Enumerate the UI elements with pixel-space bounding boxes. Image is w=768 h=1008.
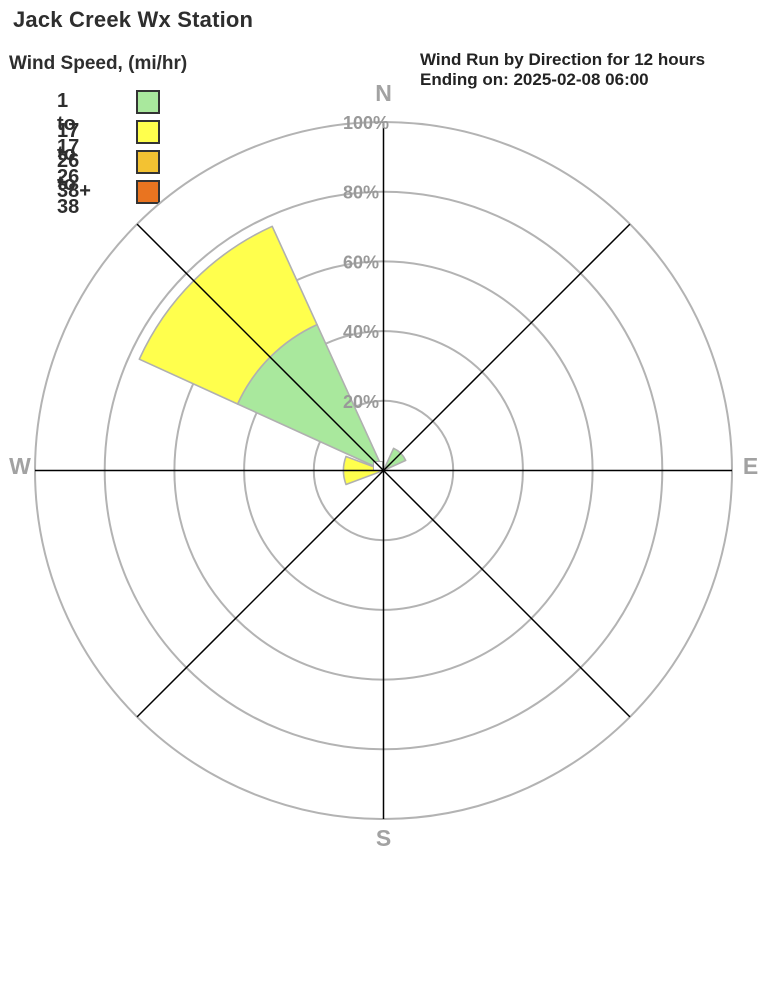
compass-label-south: S [376,825,391,851]
compass-label-north: N [375,80,392,106]
ring-label-20: 20% [343,392,379,412]
ring-label-60: 60% [343,252,379,272]
legend-swatch-38-plus [136,180,160,204]
legend-title: Wind Speed, (mi/hr) [9,53,188,74]
legend-swatch-1-to-17 [136,90,160,114]
legend-label: 38+ [57,180,91,202]
legend-label: 17 to 26 [57,120,80,188]
page-title: Jack Creek Wx Station [13,7,254,32]
chart-title: Wind Run by Direction for 12 hours Endin… [420,50,705,90]
ring-label-80: 80% [343,183,379,203]
legend-swatch-26-to-38 [136,150,160,174]
legend-swatch-17-to-26 [136,120,160,144]
chart-title-line1: Wind Run by Direction for 12 hours [420,50,706,69]
legend-label: 1 to 17 [57,90,80,158]
axis-ne-sw [136,223,631,718]
chart-title-line2: Ending on: 2025-02-08 06:00 [420,70,649,89]
legend-label: 26 to 38 [57,150,80,218]
ring-label-100: 100% [343,113,389,133]
ring-label-40: 40% [343,322,379,342]
compass-label-west: W [9,453,31,479]
compass-label-east: E [743,453,758,479]
